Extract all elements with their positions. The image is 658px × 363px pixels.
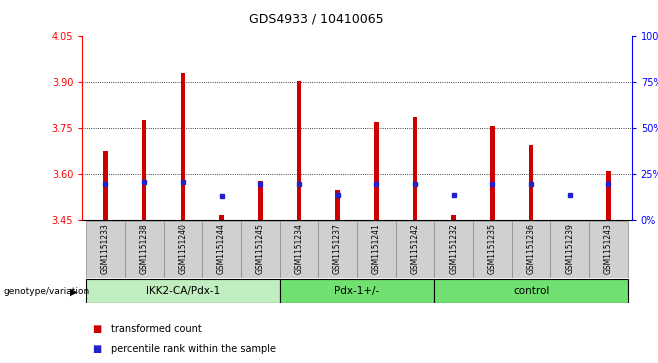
Bar [86,279,280,303]
Bar [318,221,357,278]
Bar [103,151,108,220]
Bar [180,73,185,220]
Bar [219,215,224,220]
Text: transformed count: transformed count [111,323,201,334]
Bar [413,117,417,220]
Text: GSM1151243: GSM1151243 [604,223,613,274]
Text: GSM1151242: GSM1151242 [411,223,420,274]
Bar [473,221,512,278]
Text: GSM1151240: GSM1151240 [178,223,188,274]
Text: GSM1151237: GSM1151237 [333,223,342,274]
Text: genotype/variation: genotype/variation [3,287,89,296]
Text: GSM1151244: GSM1151244 [217,223,226,274]
Text: IKK2-CA/Pdx-1: IKK2-CA/Pdx-1 [145,286,220,296]
Bar [434,279,628,303]
Text: GSM1151239: GSM1151239 [565,223,574,274]
Bar [589,221,628,278]
Text: GSM1151245: GSM1151245 [256,223,265,274]
Text: GSM1151238: GSM1151238 [139,223,149,274]
Text: GSM1151233: GSM1151233 [101,223,110,274]
Bar [490,126,495,220]
Bar [434,221,473,278]
Bar [86,221,125,278]
Bar [451,215,456,220]
Text: GSM1151234: GSM1151234 [294,223,303,274]
Text: GSM1151232: GSM1151232 [449,223,458,274]
Bar [336,190,340,220]
Bar [512,221,551,278]
Bar [357,221,395,278]
Text: control: control [513,286,549,296]
Text: Pdx-1+/-: Pdx-1+/- [334,286,380,296]
Text: ▶: ▶ [70,286,78,297]
Bar [258,180,263,220]
Text: GSM1151236: GSM1151236 [526,223,536,274]
Bar [529,145,534,220]
Bar [395,221,434,278]
Text: ■: ■ [92,323,101,334]
Text: percentile rank within the sample: percentile rank within the sample [111,344,276,354]
Text: GSM1151241: GSM1151241 [372,223,381,274]
Bar [374,122,378,220]
Bar [163,221,202,278]
Text: GSM1151235: GSM1151235 [488,223,497,274]
Bar [297,81,301,220]
Bar [142,120,147,220]
Bar [280,279,434,303]
Bar [280,221,318,278]
Bar [202,221,241,278]
Text: GDS4933 / 10410065: GDS4933 / 10410065 [249,13,383,26]
Bar [606,171,611,220]
Bar [241,221,280,278]
Bar [551,221,589,278]
Text: ■: ■ [92,344,101,354]
Bar [125,221,163,278]
